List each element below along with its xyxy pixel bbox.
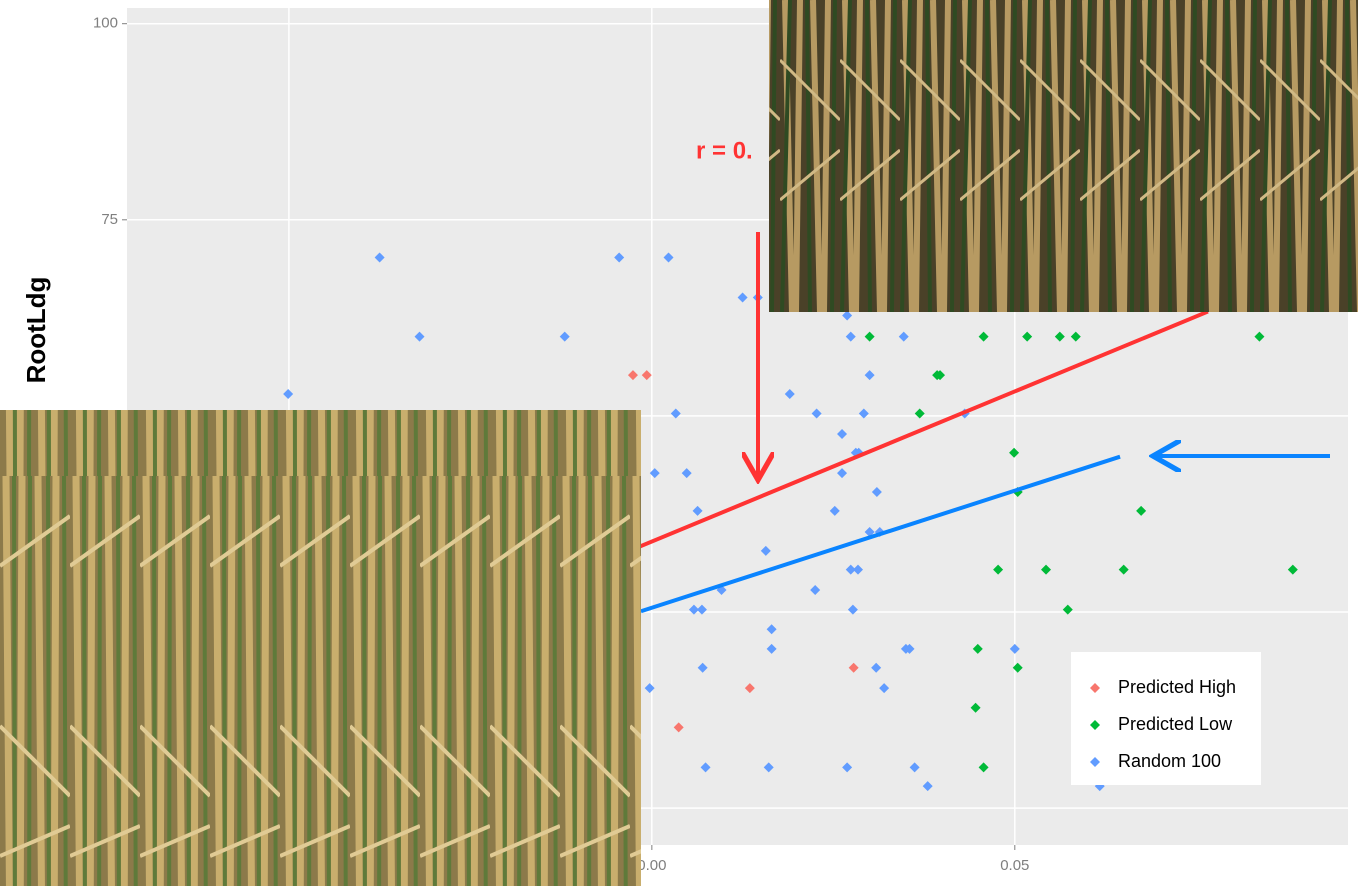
y-tick-label: 75 (101, 211, 118, 228)
y-tick-label: 100 (93, 15, 118, 32)
legend-label: Predicted Low (1118, 714, 1233, 734)
photo (769, 0, 1358, 312)
x-tick-label: 0.05 (1000, 857, 1029, 874)
legend-label: Predicted High (1118, 677, 1236, 697)
legend-label: Random 100 (1118, 751, 1221, 771)
y-axis-label: RootLdg (21, 277, 51, 384)
photo (0, 410, 641, 886)
legend: Predicted High Predicted Low Random 100 (1071, 652, 1261, 785)
x-tick-label: 0.00 (637, 857, 666, 874)
page: 0255075100-0.050.000.05 r = 0. RootLdg P… (0, 0, 1358, 886)
chart: 0255075100-0.050.000.05 r = 0. RootLdg P… (0, 0, 1358, 886)
annotation: r = 0. (696, 137, 753, 164)
